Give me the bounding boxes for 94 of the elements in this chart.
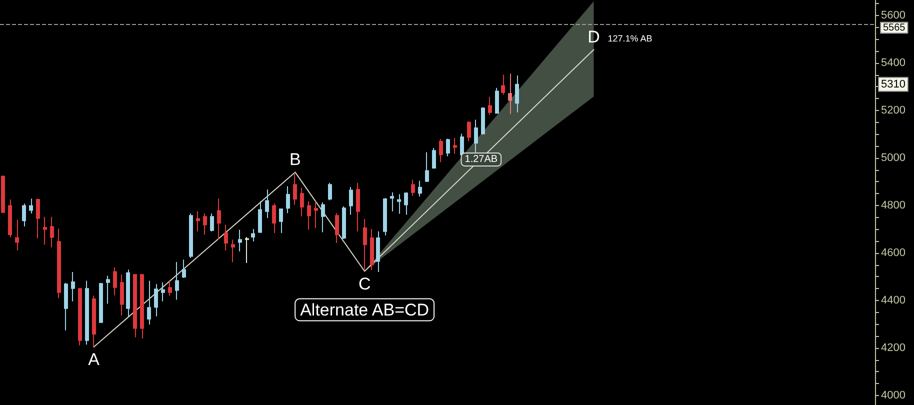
candlestick <box>279 208 283 234</box>
candlestick <box>515 75 519 113</box>
candlestick <box>71 271 75 302</box>
candlestick <box>210 213 214 232</box>
candlestick <box>189 213 193 258</box>
candlestick <box>224 224 228 251</box>
candlestick <box>217 198 221 240</box>
candlestick <box>258 200 262 234</box>
candlestick <box>106 275 110 304</box>
candlestick <box>411 179 415 196</box>
candlestick <box>29 198 33 214</box>
candlestick <box>182 259 186 278</box>
candlestick <box>15 219 19 251</box>
candlestick <box>390 192 394 212</box>
candlestick <box>175 262 179 300</box>
candlestick <box>488 96 492 116</box>
candlestick <box>293 172 297 206</box>
candlestick <box>147 280 151 325</box>
candlestick <box>495 87 499 114</box>
candlestick <box>85 280 89 346</box>
candlestick <box>99 282 103 324</box>
data-label: B <box>289 150 301 170</box>
candlestick <box>64 282 68 331</box>
candlestick <box>22 203 26 227</box>
candlestick <box>272 203 276 234</box>
candlestick <box>251 228 255 242</box>
candlestick <box>404 192 408 216</box>
candlestick <box>154 284 158 317</box>
candlestick <box>161 282 165 302</box>
candlestick <box>481 106 485 136</box>
candlestick <box>203 213 207 236</box>
candlestick <box>265 189 269 219</box>
annotation: 1.27AB <box>464 154 498 165</box>
candlestick <box>501 74 505 96</box>
candlestick <box>363 218 367 270</box>
y-tick-label: 5000 <box>881 152 906 164</box>
ref-line-label: 5565 <box>883 22 906 34</box>
candlestick <box>231 239 235 263</box>
candlestick <box>328 182 332 201</box>
candlestick <box>397 194 401 214</box>
candlestick <box>43 216 47 246</box>
y-tick-label: 5200 <box>881 104 906 116</box>
y-tick-label: 4200 <box>881 342 906 354</box>
candlestick <box>245 236 249 264</box>
candlestick <box>92 295 96 348</box>
candlestick <box>453 138 457 154</box>
candlestick <box>113 266 117 296</box>
candlestick <box>133 274 137 338</box>
candlestick <box>474 119 478 153</box>
data-label: C <box>358 274 371 294</box>
candlestick <box>376 230 380 272</box>
y-tick-label: 4800 <box>881 199 906 212</box>
candlestick <box>36 198 40 239</box>
candlestick <box>196 210 200 232</box>
candlestick <box>439 138 443 163</box>
candlestick <box>349 186 353 216</box>
candlestick <box>370 228 374 270</box>
y-tick-label: 5600 <box>881 9 906 22</box>
annotation: 127.1% AB <box>608 34 652 44</box>
annotation: Alternate AB=CD <box>300 300 430 320</box>
data-label: D <box>588 28 600 47</box>
candlestick <box>1 176 5 213</box>
candlestick <box>342 206 346 240</box>
y-tick-label: 4000 <box>881 390 906 402</box>
y-tick-label: 4400 <box>881 294 906 306</box>
candlestick <box>446 138 450 157</box>
candlestick <box>335 212 339 244</box>
candlestick <box>314 200 318 229</box>
candlestick <box>356 182 360 232</box>
candlestick <box>383 198 387 236</box>
candlestick <box>120 274 124 316</box>
candlestick <box>307 200 311 230</box>
candlestick <box>140 274 144 339</box>
candlestick <box>78 288 82 346</box>
candlestick <box>286 186 290 214</box>
candlestick <box>425 152 429 182</box>
y-tick-label: 4600 <box>881 246 906 259</box>
candlestick <box>50 216 54 248</box>
candlestick <box>432 147 436 170</box>
y-tick-label: 5400 <box>881 56 906 69</box>
candlestick <box>418 180 422 197</box>
candlestick <box>467 120 471 142</box>
line-series <box>93 49 594 348</box>
candlestick <box>126 269 130 317</box>
candlestick <box>238 229 242 252</box>
candlestick <box>8 199 12 238</box>
candlestick <box>57 228 61 299</box>
candlestick <box>168 280 172 296</box>
text: 5310 <box>881 78 906 90</box>
candlestick <box>321 202 325 233</box>
data-label: A <box>88 350 100 370</box>
candlestick <box>508 73 512 115</box>
candlestick <box>300 187 304 217</box>
candlestick <box>460 133 464 157</box>
